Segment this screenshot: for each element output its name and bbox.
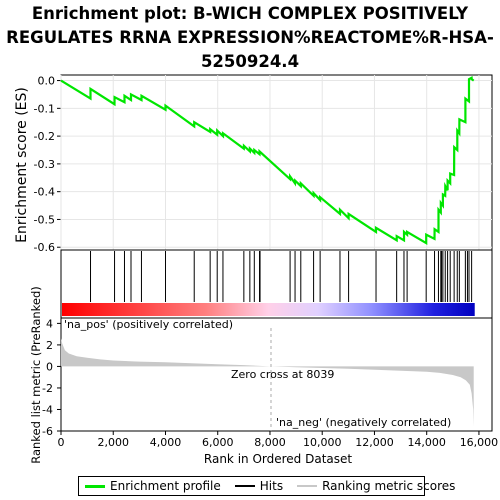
legend-label-enrichment: Enrichment profile bbox=[110, 479, 221, 493]
metric-ytick-label: -2 bbox=[42, 382, 53, 395]
metric-ytick-label: 4 bbox=[46, 317, 53, 330]
metric-xtick-label: 6,000 bbox=[202, 436, 234, 449]
legend: Enrichment profile Hits Ranking metric s… bbox=[78, 476, 455, 496]
es-frame bbox=[60, 74, 493, 251]
legend-item-hits: Hits bbox=[234, 479, 284, 493]
metric-ytick-label: 2 bbox=[46, 339, 53, 352]
metric-ytick-label: 0 bbox=[46, 360, 53, 373]
legend-item-enrichment: Enrichment profile bbox=[85, 479, 221, 493]
metric-xtick-label: 16,000 bbox=[460, 436, 499, 449]
metric-xtick-label: 2,000 bbox=[97, 436, 129, 449]
legend-label-hits: Hits bbox=[259, 479, 284, 493]
metric-ytick-label: -4 bbox=[42, 403, 53, 416]
es-ytick-label: -0.2 bbox=[34, 130, 55, 143]
es-axis-label: Enrichment score (ES) bbox=[14, 87, 30, 243]
chart-title: Enrichment plot: B-WICH COMPLEX POSITIVE… bbox=[0, 2, 500, 74]
hits-panel bbox=[60, 249, 493, 319]
es-ytick-label: -0.6 bbox=[34, 241, 55, 254]
es-panel: 0.0 -0.1 -0.2 -0.3 -0.4 -0.5 -0.6 bbox=[34, 74, 493, 254]
title-line-3: 5250924.4 bbox=[200, 52, 300, 71]
rank-color-bar bbox=[62, 303, 475, 316]
metric-xtick-label: 10,000 bbox=[303, 436, 342, 449]
title-line-1: Enrichment plot: B-WICH COMPLEX POSITIVE… bbox=[31, 4, 469, 23]
metric-xtick-label: 14,000 bbox=[407, 436, 446, 449]
zero-cross-label: Zero cross at 8039 bbox=[231, 368, 334, 381]
metric-xtick-label: 4,000 bbox=[150, 436, 182, 449]
legend-label-metric: Ranking metric scores bbox=[322, 479, 456, 493]
metric-xtick-label: 8,000 bbox=[254, 436, 286, 449]
legend-swatch-metric bbox=[297, 485, 318, 487]
es-ytick-label: -0.3 bbox=[34, 158, 55, 171]
na-pos-label: 'na_pos' (positively correlated) bbox=[64, 318, 233, 331]
na-neg-label: 'na_neg' (negatively correlated) bbox=[276, 416, 451, 429]
legend-swatch-hits bbox=[234, 485, 255, 487]
metric-frame bbox=[60, 317, 493, 432]
metric-xtick-label: 12,000 bbox=[355, 436, 394, 449]
enrichment-profile-line bbox=[60, 76, 475, 246]
title-line-2: REGULATES RRNA EXPRESSION%REACTOME%R-HSA… bbox=[6, 28, 494, 47]
es-ytick-label: -0.4 bbox=[34, 186, 55, 199]
metric-ytick-label: -6 bbox=[42, 425, 53, 438]
metric-panel: 4 2 0 -2 -4 -6 0 2,000 4,000 6,000 8,000 10,000 12,0… bbox=[42, 317, 498, 449]
es-ytick-label: -0.1 bbox=[34, 102, 55, 115]
legend-swatch-enrichment bbox=[85, 484, 105, 488]
es-ytick-label: 0.0 bbox=[38, 75, 56, 88]
legend-item-metric: Ranking metric scores bbox=[297, 479, 455, 493]
metric-axis-label: Ranked list metric (PreRanked) bbox=[29, 286, 43, 464]
es-ytick-label: -0.5 bbox=[34, 213, 55, 226]
metric-xtick-label: 0 bbox=[58, 436, 65, 449]
x-axis-label: Rank in Ordered Dataset bbox=[204, 452, 352, 466]
